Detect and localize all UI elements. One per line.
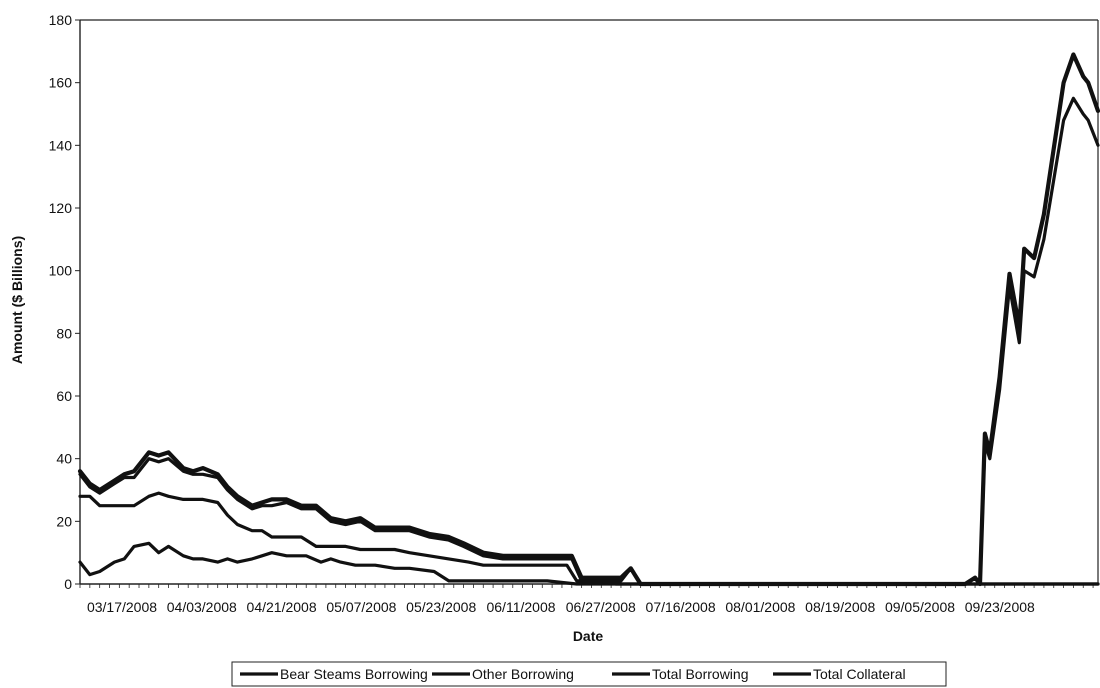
x-tick-label: 09/23/2008 bbox=[965, 599, 1035, 615]
series-line bbox=[77, 52, 1100, 587]
legend-label: Bear Steams Borrowing bbox=[280, 666, 428, 682]
x-axis-title: Date bbox=[573, 628, 604, 644]
x-tick-label: 04/03/2008 bbox=[167, 599, 237, 615]
legend: Bear Steams Borrowing Other Borrowing Tota… bbox=[231, 661, 947, 687]
y-tick-label: 60 bbox=[56, 388, 72, 404]
y-tick-label: 40 bbox=[56, 451, 72, 467]
y-tick-label: 20 bbox=[56, 513, 72, 529]
y-tick-label: 140 bbox=[49, 137, 73, 153]
y-tick-label: 180 bbox=[49, 12, 73, 28]
x-tick-label: 09/05/2008 bbox=[885, 599, 955, 615]
legend-label: Total Borrowing bbox=[652, 666, 749, 682]
x-tick-label: 03/17/2008 bbox=[87, 599, 157, 615]
x-tick-label: 08/01/2008 bbox=[725, 599, 795, 615]
legend-label: Other Borrowing bbox=[472, 666, 574, 682]
series-line bbox=[78, 541, 1100, 586]
x-tick-label: 08/19/2008 bbox=[805, 599, 875, 615]
y-tick-label: 0 bbox=[64, 576, 72, 592]
x-tick-label: 04/21/2008 bbox=[247, 599, 317, 615]
y-tick-label: 80 bbox=[56, 325, 72, 341]
y-axis-title: Amount ($ Billions) bbox=[9, 236, 25, 364]
legend-box bbox=[231, 661, 947, 687]
x-tick-label: 05/23/2008 bbox=[406, 599, 476, 615]
axes: 0 20 40 60 80 100 120 140 160 180 03/17/2008 04/03/… bbox=[49, 12, 1099, 615]
series-line bbox=[78, 96, 1100, 586]
x-tick-label: 07/16/2008 bbox=[646, 599, 716, 615]
x-tick-label: 05/07/2008 bbox=[326, 599, 396, 615]
legend-label: Total Collateral bbox=[813, 666, 906, 682]
x-tick-label: 06/11/2008 bbox=[486, 599, 555, 615]
y-tick-label: 120 bbox=[49, 200, 73, 216]
y-tick-label: 160 bbox=[49, 75, 73, 91]
series-lines bbox=[77, 52, 1100, 587]
x-tick-label: 06/27/2008 bbox=[566, 599, 636, 615]
y-tick-label: 100 bbox=[49, 263, 73, 279]
series-line bbox=[78, 491, 1100, 586]
